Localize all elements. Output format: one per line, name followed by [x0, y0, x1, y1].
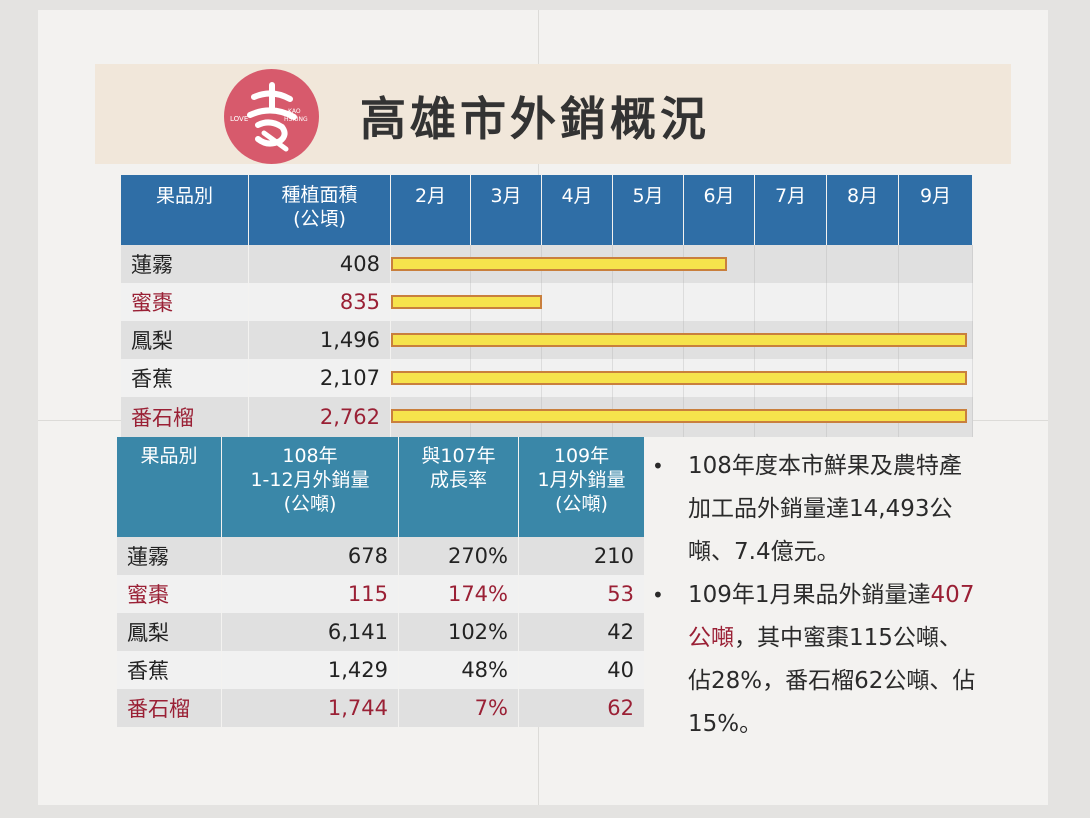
- header-month: 8月: [827, 175, 899, 245]
- note-2-text-start: 109年1月果品外銷量達: [688, 582, 931, 608]
- planting-area: 408: [249, 245, 391, 283]
- svg-text:KAO: KAO: [288, 108, 301, 115]
- season-table: 果品別 種植面積 (公頃) 2月 3月 4月 5月 6月 7月 8月 9月 蓮霧…: [121, 175, 973, 437]
- exports-108: 1,429: [222, 651, 399, 689]
- header-area: 種植面積 (公頃): [249, 175, 391, 245]
- header-month: 4月: [542, 175, 613, 245]
- growth-rate: 48%: [399, 651, 519, 689]
- header-fruit: 果品別: [121, 175, 249, 245]
- exports-108: 6,141: [222, 613, 399, 651]
- bullet-icon: •: [652, 454, 664, 478]
- fruit-name: 番石榴: [117, 689, 222, 727]
- fruit-name: 香蕉: [117, 651, 222, 689]
- jan-109-exports: 62: [519, 689, 645, 727]
- note-2-highlight: 407公噸: [688, 582, 975, 651]
- fruit-name: 香蕉: [121, 359, 249, 397]
- season-bar: [391, 257, 727, 271]
- growth-rate: 102%: [399, 613, 519, 651]
- header-month: 3月: [471, 175, 542, 245]
- fruit-name: 蓮霧: [117, 537, 222, 575]
- growth-rate: 7%: [399, 689, 519, 727]
- growth-rate: 270%: [399, 537, 519, 575]
- fruit-name: 番石榴: [121, 397, 249, 437]
- note-1-text: 108年度本市鮮果及農特產加工品外銷量達14,493公噸、7.4億元。: [688, 453, 962, 565]
- planting-area: 2,107: [249, 359, 391, 397]
- fruit-name: 蜜棗: [117, 575, 222, 613]
- jan-109-exports: 53: [519, 575, 645, 613]
- exports-108: 115: [222, 575, 399, 613]
- note-2: • 109年1月果品外銷量達407公噸，其中蜜棗115公噸、佔28%，番石榴62…: [652, 574, 982, 746]
- jan-109-exports: 40: [519, 651, 645, 689]
- season-bar: [391, 409, 967, 423]
- svg-text:LOVE: LOVE: [230, 115, 248, 123]
- fruit-name: 鳳梨: [117, 613, 222, 651]
- header-growth: 與107年 成長率: [399, 437, 519, 537]
- header-month: 2月: [391, 175, 471, 245]
- jan-109-exports: 42: [519, 613, 645, 651]
- header-fruit: 果品別: [117, 437, 222, 537]
- header-exports-108: 108年 1-12月外銷量 (公噸): [222, 437, 399, 537]
- note-1: • 108年度本市鮮果及農特產加工品外銷量達14,493公噸、7.4億元。: [652, 445, 982, 574]
- planting-area: 835: [249, 283, 391, 321]
- jan-109-exports: 210: [519, 537, 645, 575]
- page-title: 高雄市外銷概況: [360, 92, 710, 146]
- planting-area: 1,496: [249, 321, 391, 359]
- exports-108: 1,744: [222, 689, 399, 727]
- notes: • 108年度本市鮮果及農特產加工品外銷量達14,493公噸、7.4億元。 • …: [652, 445, 982, 746]
- fruit-name: 蓮霧: [121, 245, 249, 283]
- export-table: 果品別 108年 1-12月外銷量 (公噸) 與107年 成長率 109年 1月…: [117, 437, 645, 727]
- header-month: 5月: [613, 175, 684, 245]
- season-bar: [391, 333, 967, 347]
- header-jan-109: 109年 1月外銷量 (公噸): [519, 437, 645, 537]
- fruit-name: 鳳梨: [121, 321, 249, 359]
- header-month: 6月: [684, 175, 755, 245]
- bullet-icon: •: [652, 583, 664, 607]
- kaohsiung-logo: LOVE KAO HSIUNG: [224, 69, 319, 164]
- fruit-name: 蜜棗: [121, 283, 249, 321]
- header-month: 7月: [755, 175, 827, 245]
- season-bar: [391, 295, 542, 309]
- svg-text:HSIUNG: HSIUNG: [284, 116, 308, 123]
- season-bar: [391, 371, 967, 385]
- growth-rate: 174%: [399, 575, 519, 613]
- planting-area: 2,762: [249, 397, 391, 437]
- note-2-text-end: ，其中蜜棗115公噸、佔28%，番石榴62公噸、佔15%。: [688, 625, 976, 737]
- header-month: 9月: [899, 175, 973, 245]
- exports-108: 678: [222, 537, 399, 575]
